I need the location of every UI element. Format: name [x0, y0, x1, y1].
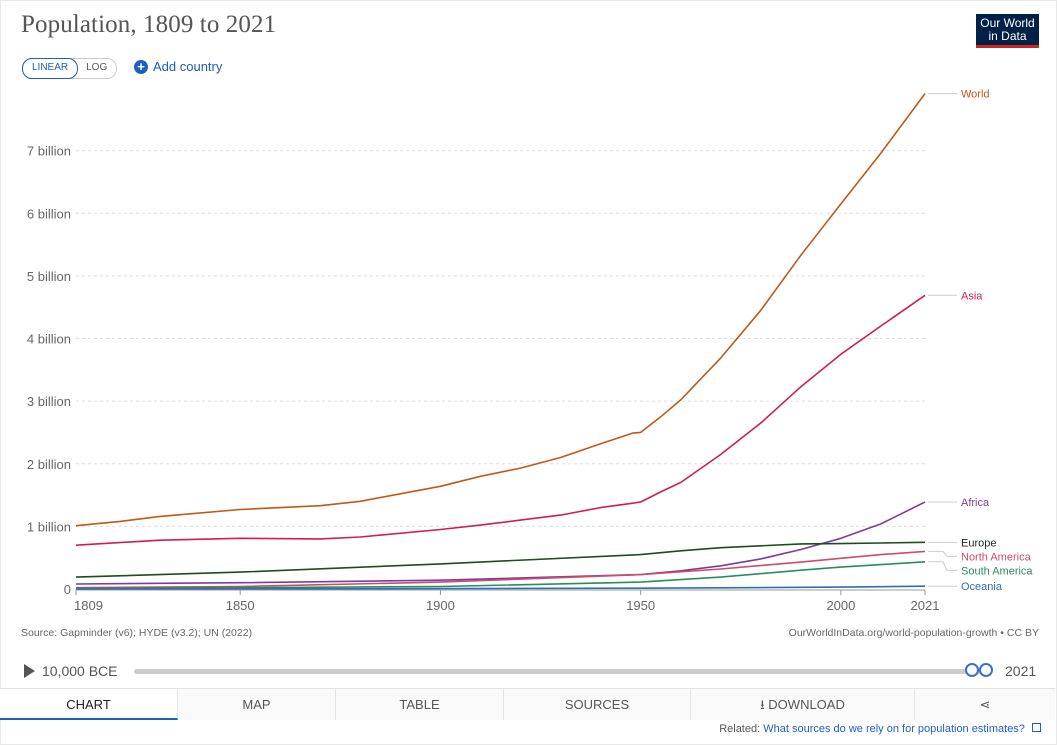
play-icon[interactable] — [24, 664, 35, 678]
x-tick-label: 2000 — [826, 598, 855, 613]
related-link[interactable]: What sources do we rely on for populatio… — [763, 723, 1025, 735]
download-icon: ⭳ — [760, 697, 769, 712]
timeline-end-label: 2021 — [1005, 663, 1037, 679]
tab-table[interactable]: TABLE — [336, 689, 504, 720]
y-tick-label: 1 billion — [27, 519, 71, 534]
y-tick-label: 0 — [64, 582, 71, 597]
population-line-chart: 0 1 billion 2 billion 3 billion 4 billion 5 b… — [27, 89, 1034, 613]
tab-download-label: DOWNLOAD — [768, 697, 845, 712]
y-tick-label: 5 billion — [27, 269, 71, 284]
related-prefix: Related: — [719, 723, 761, 735]
linear-scale-button[interactable]: LINEAR — [22, 58, 79, 79]
tab-map[interactable]: MAP — [178, 689, 336, 720]
external-link-icon — [1032, 723, 1041, 732]
series-line-asia — [75, 294, 926, 546]
chart-title: Population, 1809 to 2021 — [21, 11, 277, 38]
series-label-north-america: North America — [961, 551, 1032, 563]
series-label-africa: Africa — [961, 497, 990, 509]
x-tick-label: 1900 — [426, 598, 455, 613]
add-country-button[interactable]: + Add country — [134, 59, 222, 74]
series-label-world: World — [961, 89, 990, 101]
y-tick-label: 7 billion — [27, 144, 71, 159]
scale-toggle: LINEAR LOG — [22, 58, 118, 79]
series-line-africa — [75, 501, 926, 585]
related-note: Related: What sources do we rely on for … — [719, 723, 1041, 735]
timeline-start-label: 10,000 BCE — [42, 663, 118, 679]
x-tick-label: 2021 — [911, 598, 940, 613]
logo-line-1: Our World — [980, 16, 1035, 30]
series-label-oceania: Oceania — [961, 581, 1003, 593]
label-leader-line — [928, 550, 957, 557]
y-tick-label: 3 billion — [27, 394, 71, 409]
y-tick-label: 2 billion — [27, 457, 71, 472]
series-line-world — [75, 93, 926, 527]
tab-download[interactable]: ⭳ DOWNLOAD — [691, 689, 915, 720]
y-tick-label: 6 billion — [27, 206, 71, 221]
series-line-oceania — [75, 585, 926, 590]
tab-bar: CHART MAP TABLE SOURCES ⭳ DOWNLOAD ⋖ — [0, 688, 1055, 720]
series-line-south-america — [75, 561, 926, 590]
x-tick-label: 1950 — [626, 598, 655, 613]
share-button[interactable]: ⋖ — [915, 689, 1055, 720]
share-icon: ⋖ — [979, 697, 991, 712]
series-label-asia: Asia — [961, 290, 983, 302]
owid-logo[interactable]: Our World in Data — [976, 14, 1039, 48]
x-tick-label: 1850 — [226, 598, 255, 613]
series-label-europe: Europe — [961, 537, 996, 549]
timeline-track[interactable] — [134, 669, 991, 674]
timeline-start-handle[interactable] — [965, 663, 979, 677]
log-scale-button[interactable]: LOG — [86, 62, 108, 73]
series-line-north-america — [75, 550, 926, 589]
logo-bar — [976, 45, 1039, 48]
add-country-label: Add country — [153, 59, 223, 74]
timeline-end-handle[interactable] — [979, 663, 993, 677]
tab-chart[interactable]: CHART — [0, 689, 178, 720]
series-line-europe — [75, 541, 926, 578]
source-note: Source: Gapminder (v6); HYDE (v3.2); UN … — [21, 627, 253, 639]
series-label-south-america: South America — [961, 565, 1033, 577]
plus-circle-icon: + — [134, 59, 148, 74]
license-note[interactable]: OurWorldInData.org/world-population-grow… — [788, 627, 1039, 639]
logo-line-2: in Data — [988, 29, 1027, 43]
label-leader-line — [928, 561, 957, 571]
y-tick-label: 4 billion — [27, 332, 71, 347]
x-tick-label: 1809 — [74, 598, 103, 613]
tab-sources[interactable]: SOURCES — [504, 689, 691, 720]
